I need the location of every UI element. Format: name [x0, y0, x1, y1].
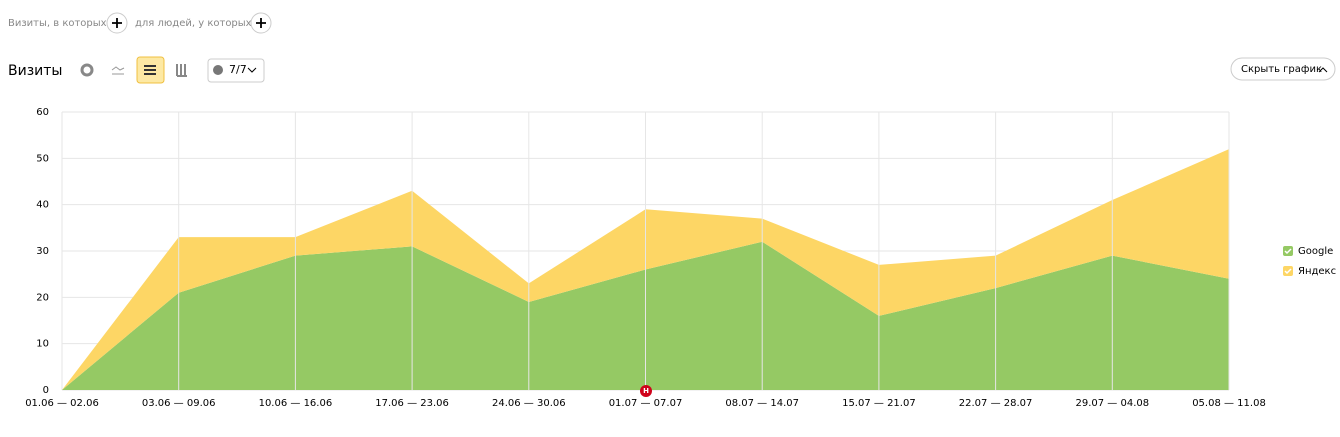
legend-check — [1284, 248, 1292, 255]
event-marker[interactable]: Н — [640, 385, 652, 397]
y-tick-label: 20 — [36, 292, 49, 303]
hide-chart-label: Скрыть график — [1241, 64, 1322, 75]
filter-label: для людей, у которых — [135, 18, 252, 29]
x-tick-label: 01.06 — 02.06 — [25, 398, 99, 409]
y-tick-label: 40 — [36, 200, 49, 211]
add-visit-filter[interactable] — [106, 12, 128, 34]
chart-type-line[interactable] — [111, 66, 125, 75]
x-tick-label: 05.08 — 11.08 — [1192, 398, 1266, 409]
x-tick-label: 29.07 — 04.08 — [1075, 398, 1149, 409]
x-tick-label: 17.06 — 23.06 — [375, 398, 449, 409]
chart-type-bars[interactable] — [176, 64, 187, 77]
chart-type-area[interactable] — [136, 56, 165, 84]
section-title: Визиты — [8, 63, 62, 79]
add-people-filter[interactable] — [250, 12, 272, 34]
legend-label: Яндекс — [1298, 266, 1336, 277]
y-tick-label: 10 — [36, 339, 49, 350]
y-tick-label: 50 — [36, 153, 49, 164]
legend-check — [1284, 268, 1292, 275]
x-tick-label: 15.07 — 21.07 — [842, 398, 916, 409]
x-tick-label: 24.06 — 30.06 — [492, 398, 566, 409]
event-marker-label: Н — [643, 387, 649, 395]
hide-chart-button[interactable]: Скрыть график — [1230, 57, 1336, 81]
chart-type-pie[interactable] — [80, 63, 94, 77]
x-tick-label: 03.06 — 09.06 — [142, 398, 216, 409]
y-tick-label: 30 — [36, 246, 49, 257]
x-tick-label: 08.07 — 14.07 — [725, 398, 799, 409]
x-tick-label: 22.07 — 28.07 — [959, 398, 1033, 409]
filter-label: Визиты, в которых — [8, 18, 107, 29]
series-counter: 7/7 — [229, 63, 247, 76]
y-tick-label: 0 — [43, 385, 49, 396]
legend-label: Google — [1298, 246, 1333, 257]
series-selector[interactable]: 7/7 — [207, 58, 265, 83]
y-tick-label: 60 — [36, 107, 49, 118]
x-tick-label: 01.07 — 07.07 — [609, 398, 683, 409]
x-tick-label: 10.06 — 16.06 — [259, 398, 333, 409]
